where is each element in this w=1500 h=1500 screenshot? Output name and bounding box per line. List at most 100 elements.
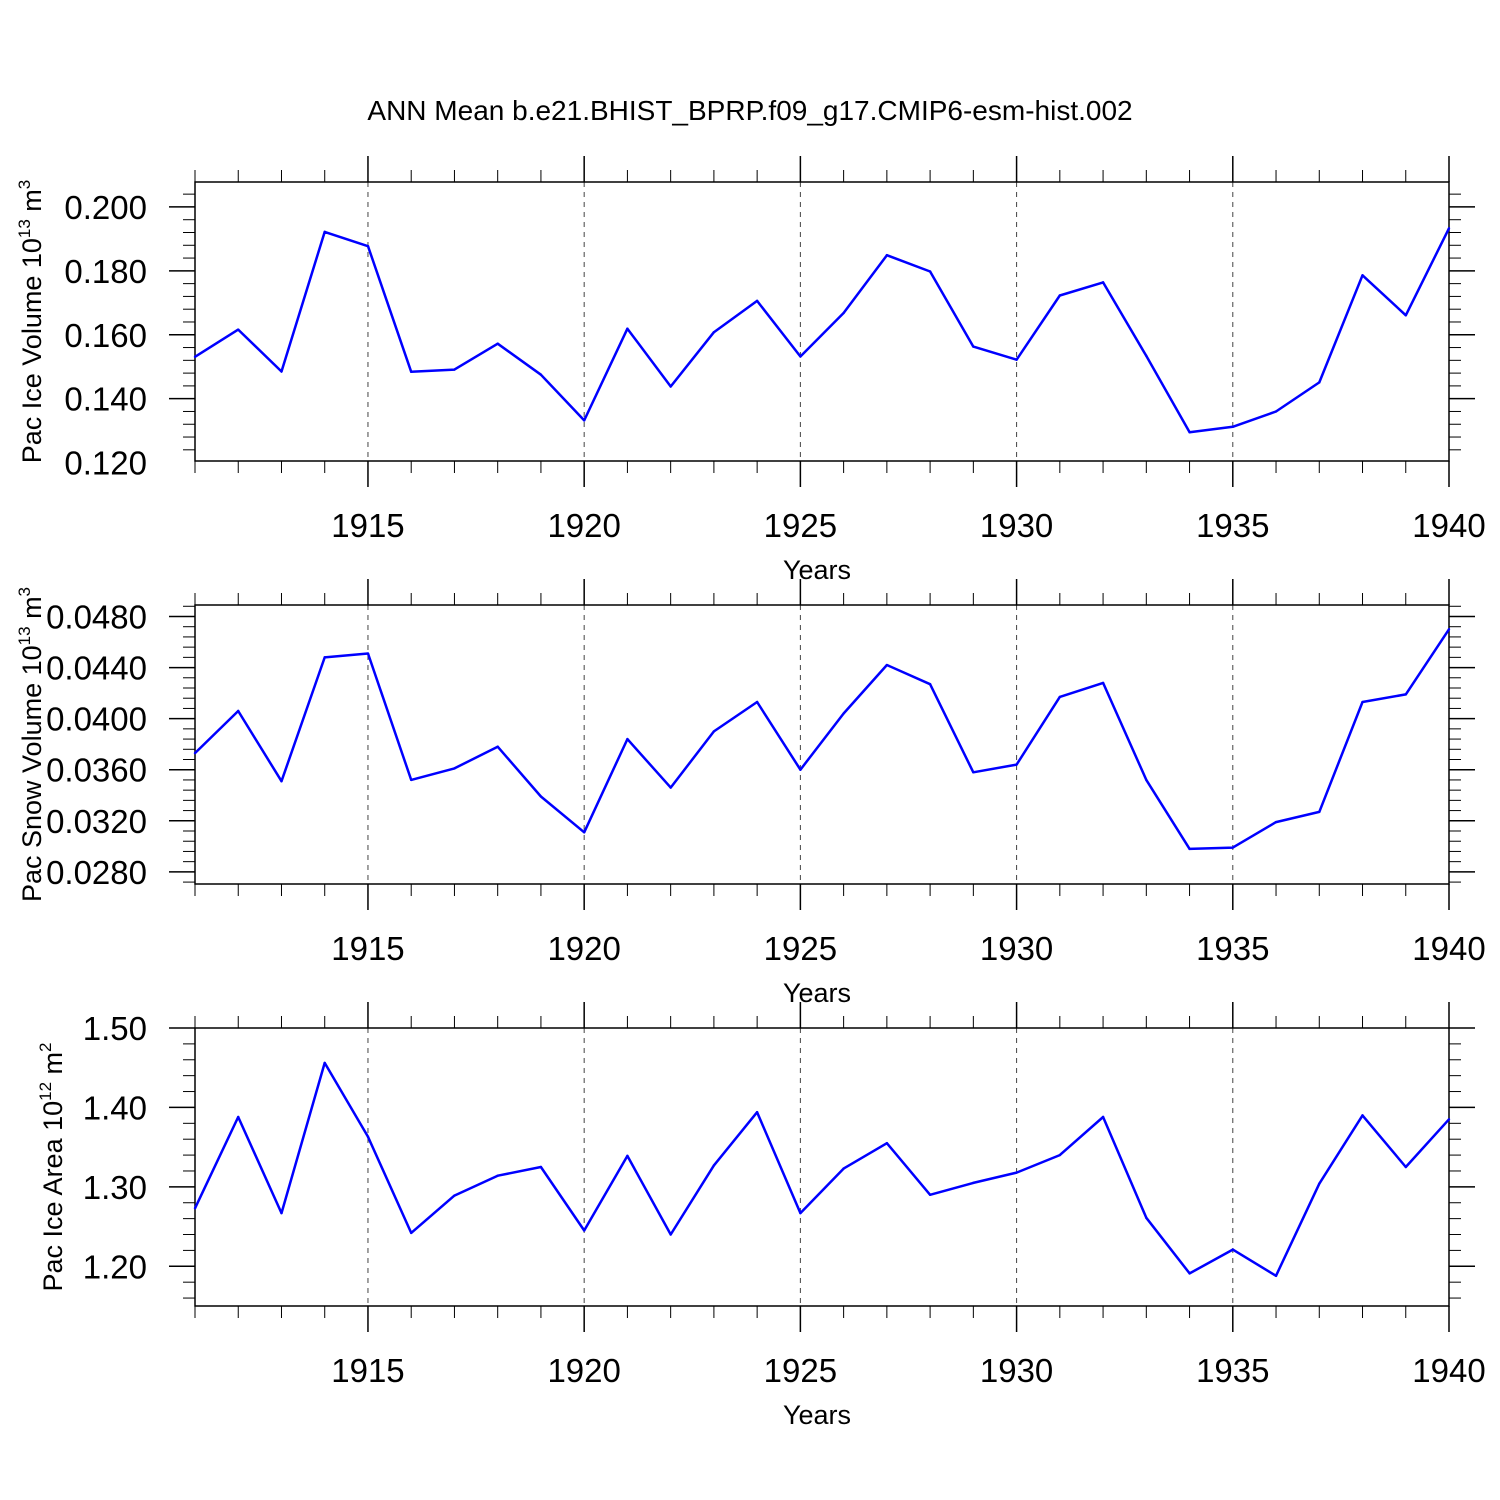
x-axis-label: Years	[783, 555, 851, 585]
data-point	[669, 786, 672, 789]
data-point	[237, 1115, 240, 1119]
x-tick-label: 1915	[331, 507, 404, 544]
data-point	[1145, 1216, 1148, 1220]
data-point	[366, 245, 370, 248]
x-tick-label: 1935	[1196, 507, 1269, 544]
data-point	[453, 368, 456, 371]
y-tick-label: 0.180	[64, 253, 147, 290]
data-point	[928, 682, 932, 686]
x-tick-label: 1935	[1196, 930, 1269, 967]
data-point	[1274, 410, 1278, 413]
x-tick-label: 1940	[1412, 507, 1485, 544]
data-point	[1188, 431, 1191, 434]
data-point	[453, 767, 456, 770]
data-point	[1101, 681, 1105, 685]
data-point	[842, 311, 845, 315]
y-axis-label: Pac Ice Volume 1013 m3	[15, 180, 47, 464]
data-point	[496, 1174, 499, 1177]
y-tick-label: 1.40	[83, 1089, 147, 1126]
panel-1: 1915 1920 1925 1930 1935 1940 Years 0.120 0.140 0…	[15, 156, 1486, 585]
data-point	[1015, 358, 1018, 361]
data-point	[1058, 294, 1062, 297]
data-point	[1101, 281, 1105, 284]
data-point	[1404, 1165, 1407, 1169]
data-point	[928, 270, 932, 273]
data-point	[842, 712, 845, 715]
data-point	[539, 373, 543, 376]
data-point	[1447, 227, 1451, 230]
x-tick-label: 1915	[331, 930, 404, 967]
data-point	[1404, 693, 1407, 696]
y-tick-label: 0.0440	[46, 650, 147, 687]
data-point	[842, 1167, 845, 1170]
data-point	[193, 355, 197, 359]
data-point	[1058, 695, 1062, 699]
data-point	[755, 1110, 759, 1114]
data-point	[582, 831, 586, 834]
y-axis-label: Pac Ice Area 1012 m2	[36, 1042, 68, 1291]
data-point	[712, 1164, 716, 1167]
data-point	[972, 1181, 975, 1185]
data-point	[539, 1165, 543, 1169]
data-point	[1145, 778, 1148, 782]
data-point	[928, 1193, 932, 1197]
data-point	[1404, 314, 1407, 317]
data-point	[366, 652, 370, 655]
data-point	[1015, 1171, 1018, 1174]
data-point	[755, 700, 759, 704]
data-point	[1274, 820, 1278, 824]
data-point	[1188, 1272, 1191, 1275]
data-point	[1318, 1182, 1321, 1185]
data-point	[626, 737, 629, 741]
y-axis-label: Pac Snow Volume 1013 m3	[15, 587, 47, 902]
series-line	[194, 227, 1451, 434]
data-point	[410, 370, 413, 374]
figure-title: ANN Mean b.e21.BHIST_BPRP.f09_g17.CMIP6-…	[367, 95, 1132, 126]
data-point	[237, 328, 240, 331]
data-point	[323, 656, 326, 659]
x-tick-label: 1920	[547, 930, 620, 967]
x-tick-label: 1920	[547, 507, 620, 544]
data-point	[237, 709, 240, 713]
data-point	[1188, 847, 1191, 851]
data-point	[280, 1211, 283, 1215]
data-point	[799, 1211, 802, 1215]
data-point	[1361, 274, 1364, 277]
y-tick-label: 0.0280	[46, 854, 147, 891]
data-point	[972, 345, 975, 348]
x-tick-label: 1935	[1196, 1352, 1269, 1389]
data-point	[582, 419, 586, 422]
data-point	[539, 795, 543, 798]
data-point	[1361, 700, 1364, 704]
data-point	[1318, 381, 1321, 384]
y-tick-label: 0.140	[64, 381, 147, 418]
data-point	[410, 1231, 413, 1235]
plot-frame	[194, 1027, 1450, 1307]
data-point	[1058, 1153, 1062, 1157]
data-point	[885, 1141, 889, 1145]
x-tick-label: 1930	[980, 930, 1053, 967]
data-point	[453, 1194, 456, 1197]
data-point	[280, 780, 283, 783]
data-point	[669, 385, 672, 388]
x-tick-label: 1930	[980, 507, 1053, 544]
data-point	[323, 230, 326, 234]
plot-frame	[194, 604, 1450, 885]
panel-2: 1915 1920 1925 1930 1935 1940 Years 0.0280 0.032…	[15, 579, 1486, 1008]
data-point	[1101, 1115, 1105, 1119]
y-tick-label: 1.30	[83, 1169, 147, 1206]
y-tick-label: 1.20	[83, 1248, 147, 1285]
x-tick-label: 1920	[547, 1352, 620, 1389]
y-tick-label: 0.0360	[46, 752, 147, 789]
data-point	[496, 745, 499, 748]
data-point	[1231, 425, 1234, 429]
y-tick-label: 0.0480	[46, 598, 147, 635]
data-point	[799, 768, 802, 771]
x-tick-label: 1925	[764, 1352, 837, 1389]
data-point	[193, 751, 197, 755]
data-point	[1231, 846, 1234, 849]
x-axis-label: Years	[783, 1400, 851, 1430]
plot-frame	[194, 181, 1450, 462]
data-point	[1361, 1114, 1364, 1117]
